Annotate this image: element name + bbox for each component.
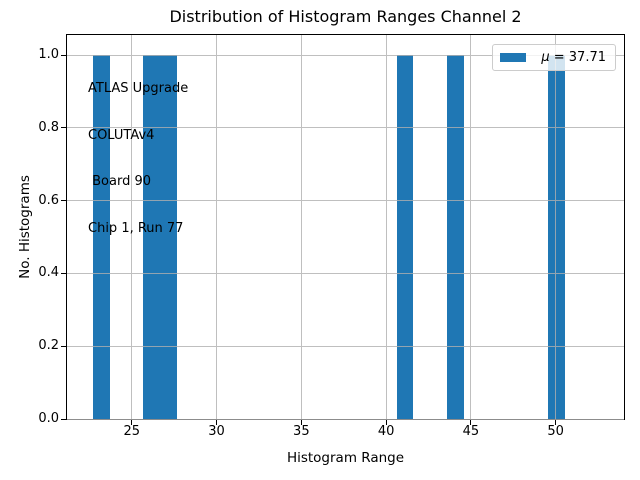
annotation-text: ATLAS Upgrade COLUTAv4 Board 90 Chip 1, … [88, 50, 188, 267]
x-tick-label: 40 [377, 424, 395, 439]
y-tick-label: 0.2 [38, 338, 59, 354]
x-tick-label: 25 [123, 424, 141, 439]
x-tick-label: 30 [208, 424, 225, 439]
y-tick-label: 0.6 [38, 192, 59, 208]
mu-symbol: μ [541, 50, 550, 65]
y-axis-label: No. Histograms [17, 175, 33, 279]
annotation-line-1: ATLAS Upgrade [88, 81, 189, 96]
x-tick-mark [470, 420, 472, 425]
x-tick-mark [300, 420, 302, 425]
y-tick-mark [61, 127, 66, 129]
x-axis-label: Histogram Range [286, 450, 405, 466]
y-tick-label: 0.0 [38, 411, 59, 426]
plot-area: ATLAS Upgrade COLUTAv4 Board 90 Chip 1, … [66, 34, 625, 420]
y-tick-mark [61, 272, 66, 274]
x-tick-label: 45 [462, 424, 480, 439]
y-tick-label: 0.8 [38, 119, 59, 135]
histogram-bar [447, 55, 464, 419]
y-tick-mark [61, 200, 66, 202]
x-tick-label: 35 [293, 424, 310, 439]
legend: μ = 37.71 [492, 44, 616, 71]
histogram-bar [160, 55, 178, 419]
histogram-bar [92, 55, 110, 419]
x-tick-label: 50 [547, 424, 564, 439]
annotation-line-2: COLUTAv4 [88, 127, 155, 143]
bars-layer [67, 35, 624, 419]
annotation-line-4: Chip 1, Run 77 [88, 220, 184, 236]
x-tick-mark [216, 420, 218, 425]
y-tick-mark [61, 54, 66, 56]
histogram-bar [143, 55, 161, 419]
y-tick-label: 1.0 [38, 47, 59, 63]
x-tick-mark [385, 420, 387, 425]
y-tick-mark [61, 418, 66, 420]
legend-value: = 37.71 [549, 50, 606, 65]
legend-label: μ = 37.71 [541, 50, 606, 65]
y-tick-label: 0.4 [38, 265, 59, 281]
x-tick-mark [131, 420, 133, 425]
chart-title: Distribution of Histogram Ranges Channel… [169, 7, 522, 26]
legend-swatch [500, 53, 527, 62]
x-tick-mark [555, 420, 557, 425]
histogram-bar [396, 55, 414, 419]
y-tick-mark [61, 345, 66, 347]
histogram-bar [548, 55, 566, 419]
annotation-line-3: Board 90 [88, 174, 152, 189]
